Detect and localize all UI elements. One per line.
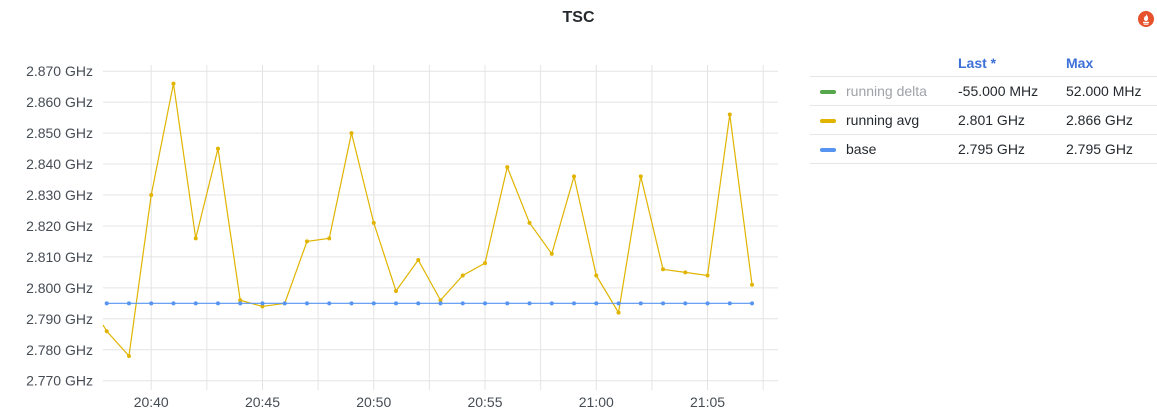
data-point[interactable] xyxy=(527,301,532,306)
data-point[interactable] xyxy=(638,301,643,306)
legend-table: Last * Max running delta -55.000 MHz 52.… xyxy=(810,50,1157,164)
legend-max-value: 52.000 MHz xyxy=(1066,76,1157,106)
data-point[interactable] xyxy=(149,301,154,306)
data-point[interactable] xyxy=(727,112,732,117)
data-point[interactable] xyxy=(549,301,554,306)
y-tick-label: 2.800 GHz xyxy=(26,280,93,296)
data-point[interactable] xyxy=(193,301,198,306)
x-tick-label: 20:55 xyxy=(467,394,502,410)
data-point[interactable] xyxy=(349,131,354,136)
data-point[interactable] xyxy=(371,220,376,225)
data-point[interactable] xyxy=(327,301,332,306)
x-tick-label: 20:40 xyxy=(134,394,169,410)
data-point[interactable] xyxy=(750,282,755,287)
data-point[interactable] xyxy=(282,301,287,306)
data-point[interactable] xyxy=(238,298,243,303)
data-point[interactable] xyxy=(171,81,176,86)
data-point[interactable] xyxy=(594,273,599,278)
data-point[interactable] xyxy=(683,270,688,275)
data-point[interactable] xyxy=(416,301,421,306)
data-point[interactable] xyxy=(393,301,398,306)
legend-header-last[interactable]: Last * xyxy=(958,55,997,71)
data-point[interactable] xyxy=(483,301,488,306)
data-point[interactable] xyxy=(438,298,443,303)
y-tick-label: 2.820 GHz xyxy=(26,218,93,234)
x-tick-label: 20:50 xyxy=(356,394,391,410)
data-point[interactable] xyxy=(705,301,710,306)
data-point[interactable] xyxy=(460,301,465,306)
panel-title: TSC xyxy=(562,9,595,26)
data-point[interactable] xyxy=(683,301,688,306)
legend-max-value: 2.795 GHz xyxy=(1066,134,1157,164)
data-point[interactable] xyxy=(260,301,265,306)
data-point[interactable] xyxy=(750,301,755,306)
data-point[interactable] xyxy=(727,301,732,306)
data-point[interactable] xyxy=(371,301,376,306)
data-point[interactable] xyxy=(304,301,309,306)
data-point[interactable] xyxy=(104,329,109,334)
data-point[interactable] xyxy=(616,310,621,315)
legend-row-base[interactable]: base 2.795 GHz 2.795 GHz xyxy=(810,134,1157,164)
y-tick-label: 2.870 GHz xyxy=(26,63,93,79)
data-point[interactable] xyxy=(594,301,599,306)
y-tick-label: 2.770 GHz xyxy=(26,373,93,389)
data-point[interactable] xyxy=(616,301,621,306)
legend-max-value: 2.866 GHz xyxy=(1066,105,1157,135)
legend-series-name[interactable]: running delta xyxy=(846,83,927,99)
data-point[interactable] xyxy=(527,220,532,225)
legend-last-value: 2.801 GHz xyxy=(958,105,1066,135)
y-tick-label: 2.780 GHz xyxy=(26,342,93,358)
y-tick-label: 2.810 GHz xyxy=(26,249,93,265)
legend-swatch[interactable] xyxy=(820,148,836,153)
data-point[interactable] xyxy=(460,273,465,278)
legend-series-name[interactable]: running avg xyxy=(846,112,920,128)
data-point[interactable] xyxy=(705,273,710,278)
data-point[interactable] xyxy=(438,301,443,306)
data-point[interactable] xyxy=(393,288,398,293)
legend-row-running-delta[interactable]: running delta -55.000 MHz 52.000 MHz xyxy=(810,76,1157,106)
series-line-running-avg[interactable] xyxy=(102,83,753,358)
data-point[interactable] xyxy=(327,236,332,241)
data-point[interactable] xyxy=(171,301,176,306)
data-point[interactable] xyxy=(215,301,220,306)
legend-header-max[interactable]: Max xyxy=(1066,55,1094,71)
data-point[interactable] xyxy=(572,301,577,306)
legend-swatch[interactable] xyxy=(820,119,836,124)
legend-header-series xyxy=(810,50,958,77)
y-tick-label: 2.830 GHz xyxy=(26,187,93,203)
legend-row-running-avg[interactable]: running avg 2.801 GHz 2.866 GHz xyxy=(810,105,1157,135)
y-tick-label: 2.850 GHz xyxy=(26,125,93,141)
data-point[interactable] xyxy=(260,304,265,309)
tsc-line-chart[interactable]: 2.770 GHz 2.780 GHz 2.790 GHz 2.800 GHz 2.81… xyxy=(0,0,800,412)
data-point[interactable] xyxy=(638,174,643,179)
data-point[interactable] xyxy=(238,301,243,306)
data-point[interactable] xyxy=(661,301,666,306)
legend-last-value: 2.795 GHz xyxy=(958,134,1066,164)
data-point[interactable] xyxy=(572,174,577,179)
prometheus-flame-icon[interactable] xyxy=(1138,11,1154,27)
legend-swatch[interactable] xyxy=(820,90,836,95)
data-point[interactable] xyxy=(505,165,510,170)
y-tick-label: 2.840 GHz xyxy=(26,156,93,172)
data-point[interactable] xyxy=(483,261,488,266)
y-tick-label: 2.790 GHz xyxy=(26,311,93,327)
data-point[interactable] xyxy=(349,301,354,306)
data-point[interactable] xyxy=(104,301,109,306)
data-point[interactable] xyxy=(126,301,131,306)
data-point[interactable] xyxy=(549,251,554,256)
x-tick-label: 20:45 xyxy=(245,394,280,410)
x-tick-label: 21:05 xyxy=(690,394,725,410)
data-point[interactable] xyxy=(416,258,421,262)
data-point[interactable] xyxy=(505,301,510,306)
legend-series-name[interactable]: base xyxy=(846,141,877,157)
data-point[interactable] xyxy=(149,193,154,197)
legend-last-value: -55.000 MHz xyxy=(958,76,1066,106)
x-tick-label: 21:00 xyxy=(579,394,614,410)
data-point[interactable] xyxy=(126,353,131,358)
data-point[interactable] xyxy=(193,236,198,241)
data-point[interactable] xyxy=(661,267,666,272)
data-point[interactable] xyxy=(304,239,309,244)
data-point[interactable] xyxy=(215,146,220,151)
y-tick-label: 2.860 GHz xyxy=(26,94,93,110)
